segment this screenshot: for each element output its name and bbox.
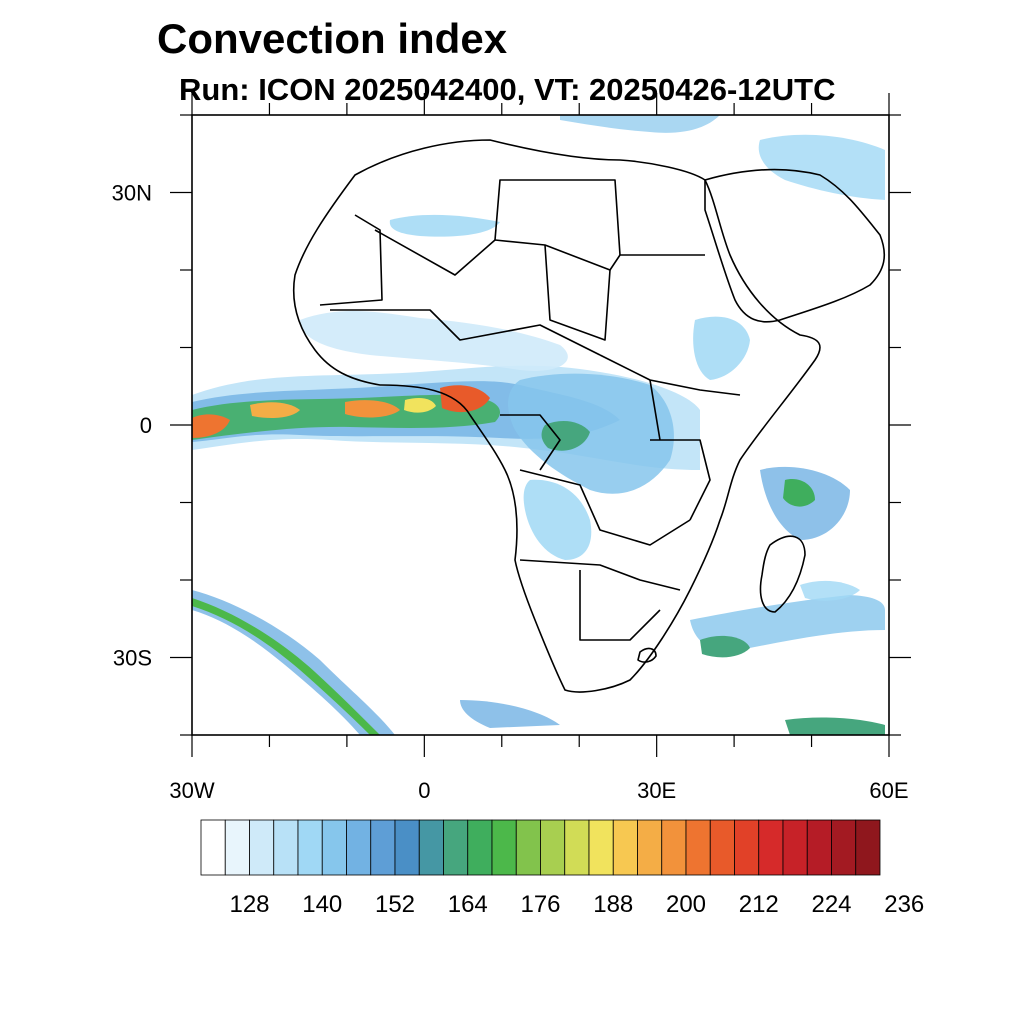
colorbar-swatch: [346, 819, 372, 876]
lon-tick-label: 60E: [869, 778, 908, 803]
convection-patch-med: [560, 115, 720, 133]
convection-hotspot-west: [192, 414, 230, 438]
border-6: [599, 354, 741, 396]
lesotho-border: [637, 647, 657, 663]
convection-patch-central-green: [541, 420, 590, 451]
border-10: [650, 439, 711, 521]
colorbar-swatch: [709, 819, 735, 876]
colorbar-swatch: [661, 819, 687, 876]
colorbar-label: 200: [666, 891, 706, 918]
colorbar-swatch: [443, 819, 469, 876]
colorbar: 128 140 152 164 176 188 200 212 224 236: [200, 819, 924, 918]
convection-patch-sahara: [389, 214, 500, 237]
border-3: [494, 179, 621, 256]
colorbar-label: 212: [739, 891, 779, 918]
colorbar-swatch: [855, 819, 881, 876]
convection-hotspot-east: [440, 385, 490, 413]
convection-patch-arabia: [758, 134, 885, 200]
convection-hotspot-mid: [250, 402, 300, 418]
convection-hotspot-yellow: [404, 398, 436, 413]
arabia-coastline: [704, 168, 886, 323]
colorbar-swatch: [782, 819, 808, 876]
lat-tick-label: 0: [140, 413, 152, 438]
colorbar-label: 140: [302, 891, 342, 918]
colorbar-swatch: [540, 819, 566, 876]
plot-subtitle: Run: ICON 2025042400, VT: 20250426-12UTC: [179, 72, 836, 107]
convection-band-south-bottom: [460, 700, 560, 728]
colorbar-label: 176: [520, 891, 560, 918]
colorbar-label: 128: [229, 891, 269, 918]
colorbar-swatch: [515, 819, 541, 876]
colorbar-swatch: [806, 819, 832, 876]
convection-hotspot-mid2: [345, 400, 400, 418]
border-5: [330, 309, 601, 356]
border-12: [649, 379, 661, 441]
colorbar-swatch: [588, 819, 614, 876]
convection-patch-sahel: [300, 311, 568, 371]
convection-patch-angola: [523, 479, 592, 560]
colorbar-swatch: [734, 819, 760, 876]
colorbar-swatch: [224, 819, 250, 876]
lat-tick-label: 30N: [112, 181, 152, 206]
convection-band-south-indian: [690, 595, 885, 652]
colorbar-swatch: [612, 819, 638, 876]
border-7: [519, 469, 691, 546]
colorbar-swatch: [758, 819, 784, 876]
colorbar-label: 188: [593, 891, 633, 918]
colorbar-swatch: [370, 819, 396, 876]
border-2: [374, 229, 705, 276]
axis-ticks: 30W 0 30E 60E 30N 0 30S: [112, 93, 911, 803]
convection-patch-central: [508, 373, 674, 494]
lon-tick-label: 30W: [169, 778, 214, 803]
colorbar-swatch: [200, 819, 226, 876]
convection-field: [192, 115, 885, 735]
lat-tick-label: 30S: [113, 646, 152, 671]
colorbar-swatch: [564, 819, 590, 876]
convection-band-south-atlantic-core: [192, 598, 380, 735]
africa-coastline: [292, 139, 821, 693]
colorbar-swatch: [637, 819, 663, 876]
colorbar-label: 236: [884, 891, 924, 918]
border-4: [544, 244, 611, 341]
colorbar-swatch: [685, 819, 711, 876]
colorbar-swatch: [491, 819, 517, 876]
convection-band-south-bottom-right: [785, 717, 885, 735]
colorbar-swatch: [273, 819, 299, 876]
lon-tick-label: 0: [418, 778, 430, 803]
convection-patch-ethiopia: [693, 316, 750, 380]
colorbar-label: 152: [375, 891, 415, 918]
colorbar-swatch: [418, 819, 444, 876]
plot-title: Convection index: [157, 15, 508, 62]
colorbar-swatch: [394, 819, 420, 876]
colorbar-label: 164: [448, 891, 488, 918]
border-1: [319, 214, 383, 306]
lon-tick-label: 30E: [637, 778, 676, 803]
colorbar-swatch: [321, 819, 347, 876]
colorbar-swatch: [297, 819, 323, 876]
convection-patch-south-africa-coast: [700, 635, 750, 658]
colorbar-swatch: [831, 819, 857, 876]
border-8: [519, 559, 681, 591]
coastlines: [292, 139, 886, 693]
border-9: [579, 570, 661, 641]
border-11: [500, 414, 561, 471]
convection-patch-madagascar-green: [783, 479, 815, 507]
convection-patch-indian-mid: [800, 580, 860, 601]
madagascar-coastline: [759, 535, 806, 613]
colorbar-label: 224: [811, 891, 851, 918]
colorbar-swatch: [467, 819, 493, 876]
colorbar-swatch: [249, 819, 275, 876]
